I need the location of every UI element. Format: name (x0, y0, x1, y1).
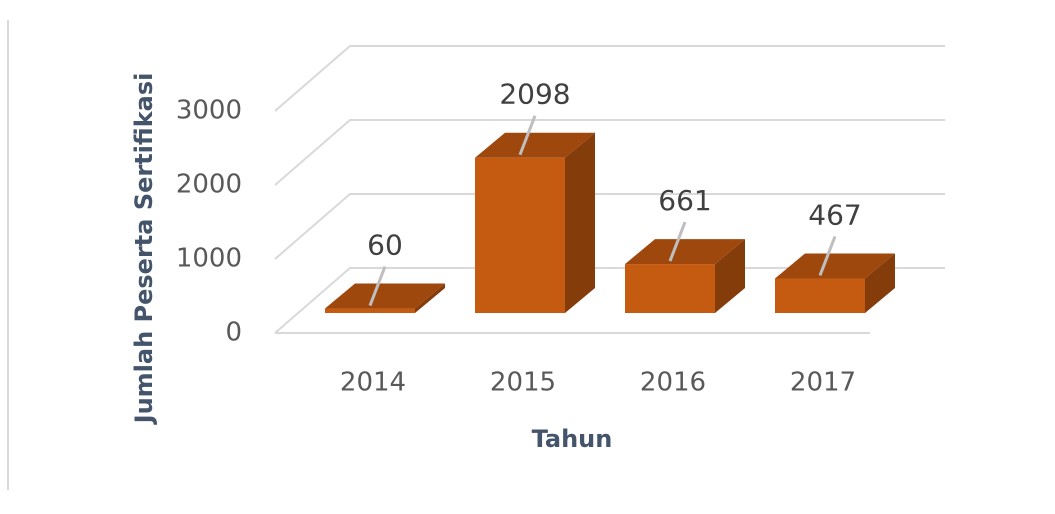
x-tick-label: 2016 (640, 368, 706, 398)
bar-side (415, 283, 445, 313)
x-axis-title: Tahun (532, 425, 613, 453)
x-tick-label: 2017 (790, 368, 856, 398)
bar-side (565, 132, 595, 313)
leader-line (818, 235, 837, 276)
value-label: 467 (808, 198, 861, 231)
bar (625, 264, 715, 313)
value-label: 60 (367, 229, 403, 262)
grid-line (274, 193, 945, 260)
bar-side (865, 253, 895, 313)
value-label: 2098 (499, 78, 570, 111)
value-label: 661 (658, 184, 711, 217)
leader-line (368, 266, 387, 307)
y-tick-label: 2000 (176, 170, 242, 200)
grid-line (274, 45, 945, 112)
x-tick-label: 2015 (490, 368, 556, 398)
leader-line (668, 221, 687, 262)
x-tick-label: 2014 (340, 368, 406, 398)
y-tick-label: 1000 (176, 244, 242, 274)
bar (775, 278, 865, 313)
bar-top (775, 253, 895, 279)
bar-top (625, 239, 745, 265)
grid-line (274, 267, 945, 334)
bar-side (715, 239, 745, 313)
y-tick-label: 3000 (176, 96, 242, 126)
bar (325, 308, 415, 313)
y-axis-title: Jumlah Peserta Sertifikasi (130, 73, 158, 426)
bar (475, 157, 565, 313)
grid-line (274, 119, 945, 186)
y-tick-label: 0 (225, 318, 242, 348)
bar-top (475, 132, 595, 158)
leader-line (518, 115, 537, 156)
bar-top (325, 283, 445, 309)
